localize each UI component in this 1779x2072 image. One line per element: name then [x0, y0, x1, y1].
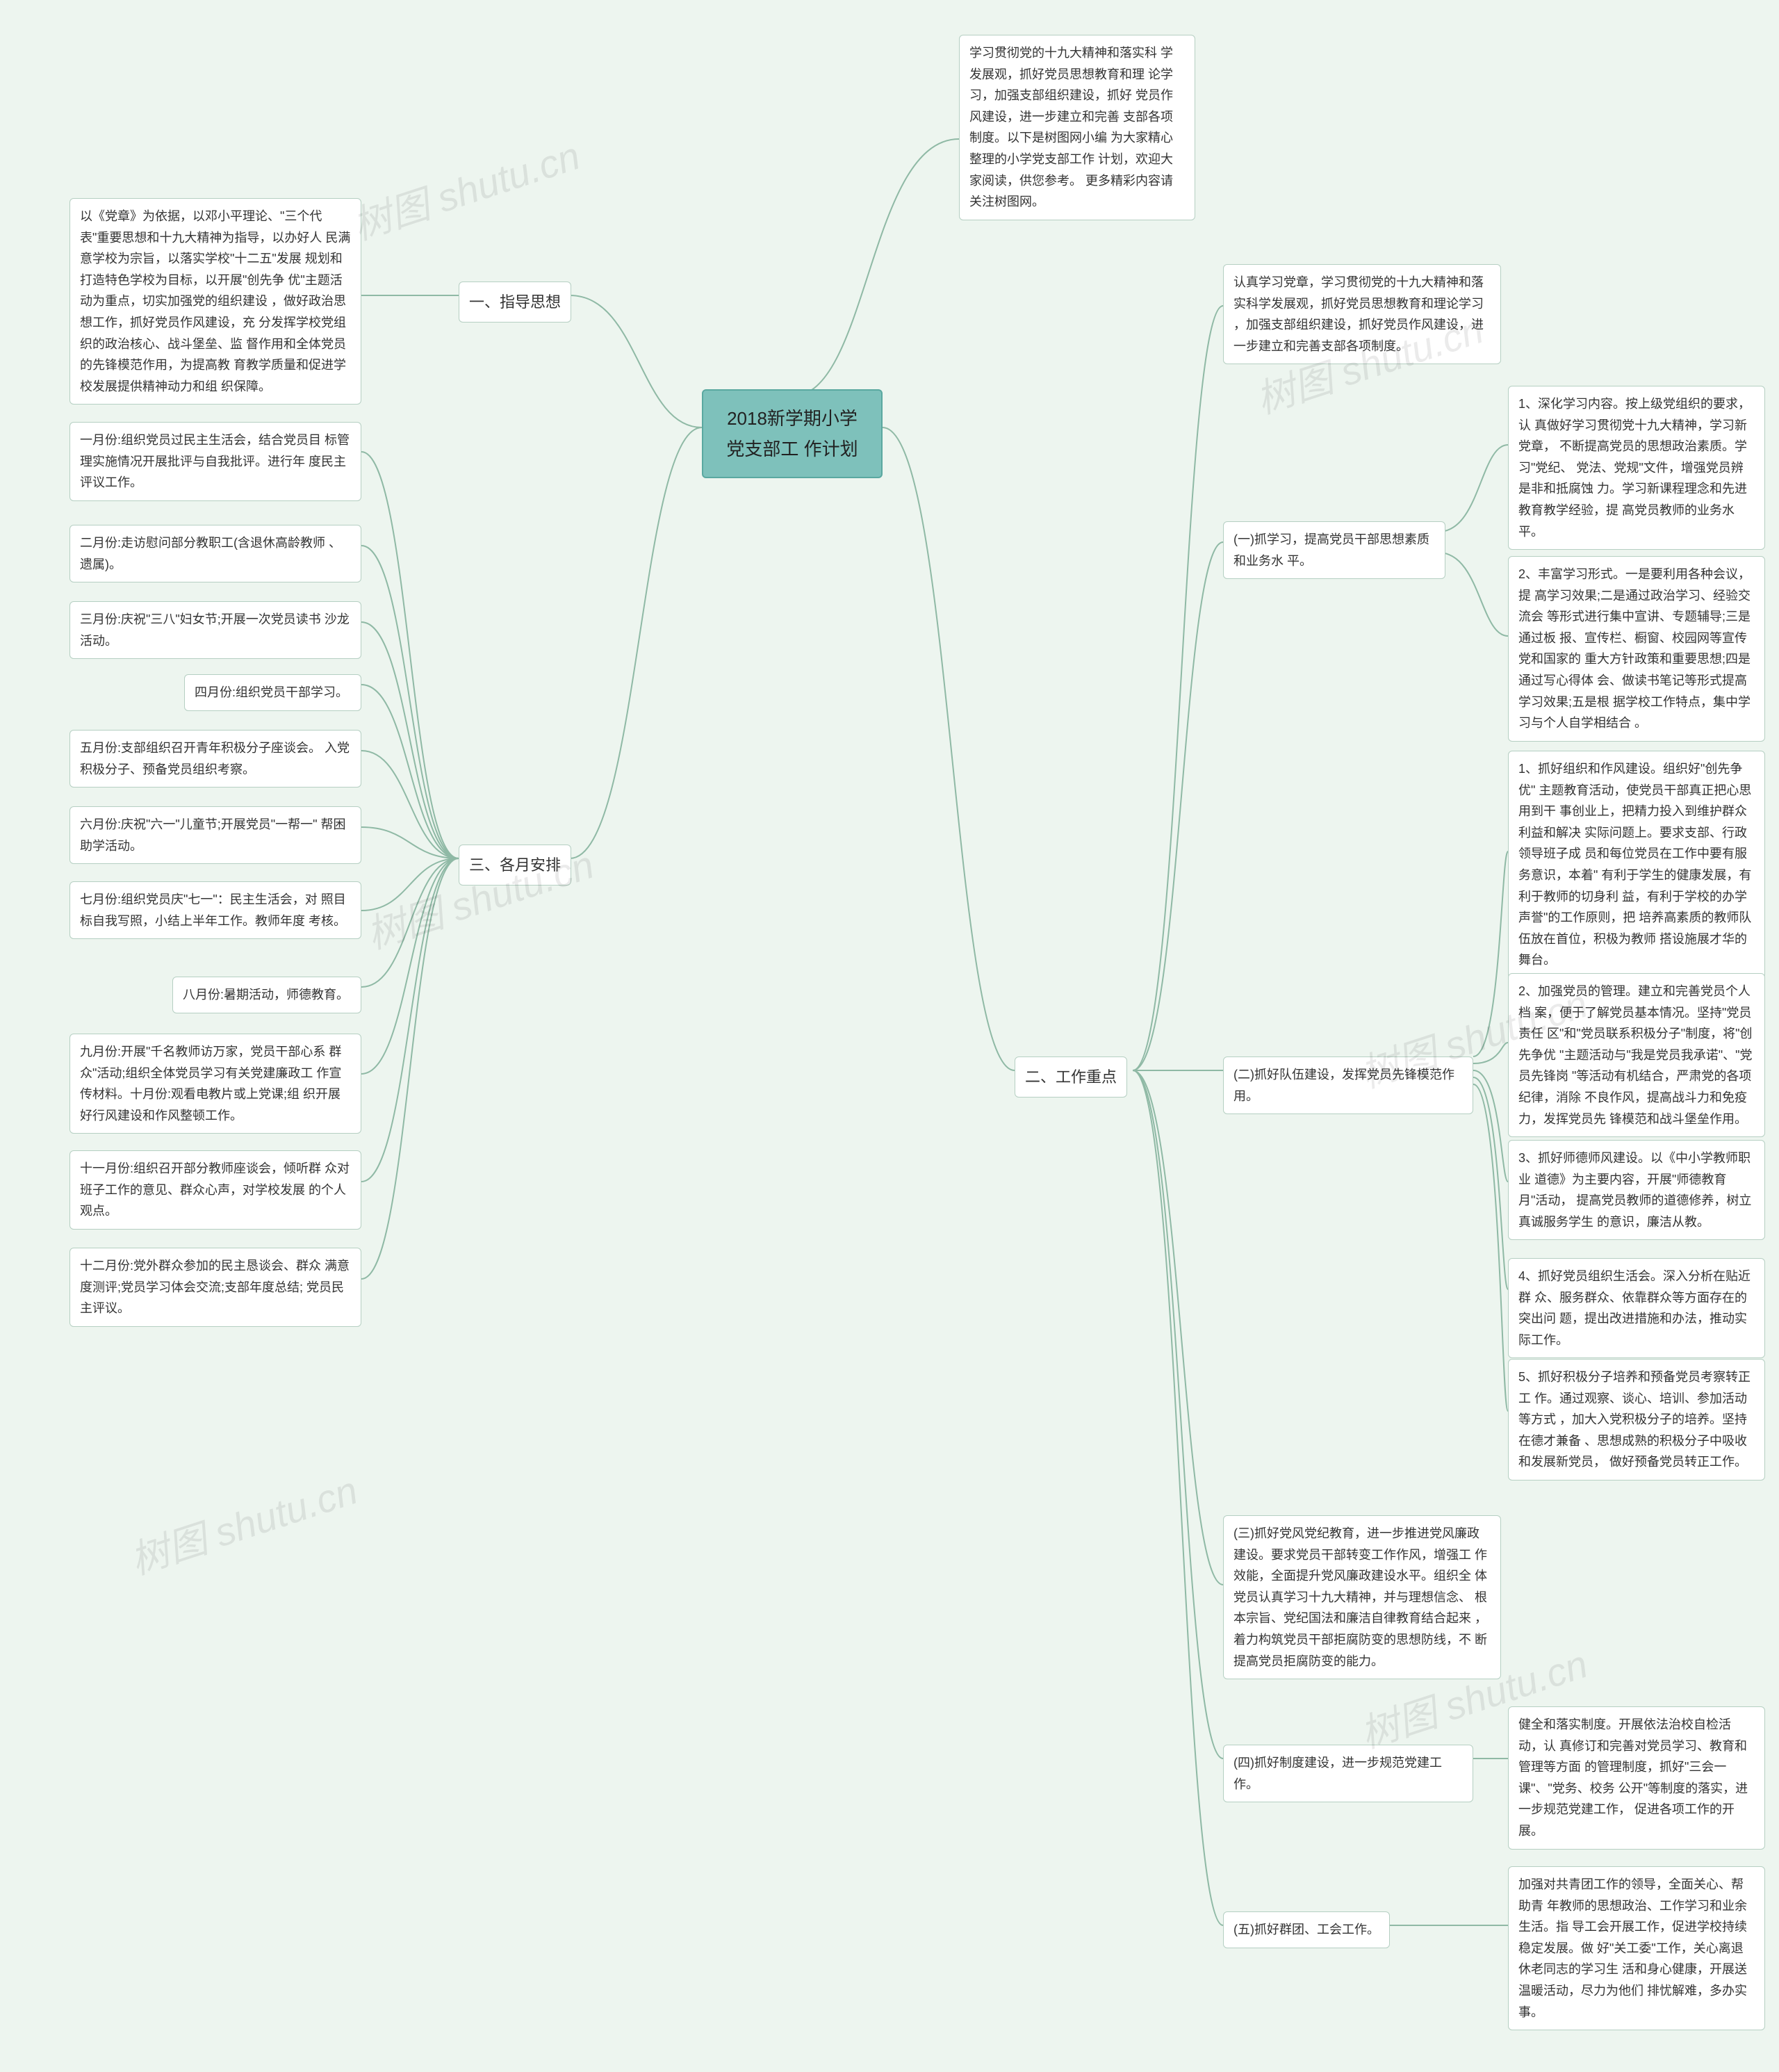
s2-item-2-head: (二)抓好队伍建设，发挥党员先锋模范作用。	[1223, 1057, 1473, 1114]
intro-text: 学习贯彻党的十九大精神和落实科 学发展观，抓好党员思想教育和理 论学习，加强支部…	[959, 35, 1195, 220]
month-11: 十一月份:组织召开部分教师座谈会，倾听群 众对班子工作的意见、群众心声，对学校发…	[69, 1150, 361, 1230]
month-6: 六月份:庆祝"六一"儿童节;开展党员"一帮一" 帮困助学活动。	[69, 806, 361, 864]
s2-item-1-sub-1: 1、深化学习内容。按上级党组织的要求，认 真做好学习贯彻党十九大精神，学习新党章…	[1508, 386, 1765, 550]
section-1-body: 以《党章》为依据，以邓小平理论、"三个代 表"重要思想和十九大精神为指导，以办好…	[69, 198, 361, 405]
month-9: 九月份:开展"千名教师访万家，党员干部心系 群众"活动;组织全体党员学习有关党建…	[69, 1034, 361, 1134]
month-1: 一月份:组织党员过民主生活会，结合党员目 标管理实施情况开展批评与自我批评。进行…	[69, 422, 361, 501]
s2-item-4-head: (四)抓好制度建设，进一步规范党建工作。	[1223, 1745, 1473, 1802]
month-12: 十二月份:党外群众参加的民主恳谈会、群众 满意度测评;党员学习体会交流;支部年度…	[69, 1248, 361, 1327]
s2-item-4-sub: 健全和落实制度。开展依法治校自检活动，认 真修订和完善对党员学习、教育和管理等方…	[1508, 1706, 1765, 1850]
month-2: 二月份:走访慰问部分教职工(含退休高龄教师 、遗属)。	[69, 525, 361, 582]
section-1-title: 一、指导思想	[459, 282, 571, 323]
s2-item-2-sub-1: 1、抓好组织和作风建设。组织好"创先争优" 主题教育活动，使党员干部真正把心思用…	[1508, 751, 1765, 979]
s2-item-5-head: (五)抓好群团、工会工作。	[1223, 1911, 1390, 1948]
watermark: 树图 shutu.cn	[122, 1460, 364, 1586]
s2-item-2-sub-4: 4、抓好党员组织生活会。深入分析在贴近群 众、服务群众、依靠群众等方面存在的突出…	[1508, 1258, 1765, 1358]
section-2-title: 二、工作重点	[1015, 1057, 1127, 1098]
center-title: 2018新学期小学党支部工 作计划	[702, 389, 883, 478]
section-2-intro: 认真学习党章，学习贯彻党的十九大精神和落 实科学发展观，抓好党员思想教育和理论学…	[1223, 264, 1501, 364]
month-8: 八月份:暑期活动，师德教育。	[172, 977, 361, 1013]
s2-item-2-sub-5: 5、抓好积极分子培养和预备党员考察转正工 作。通过观察、谈心、培训、参加活动等方…	[1508, 1359, 1765, 1480]
s2-item-5-sub: 加强对共青团工作的领导，全面关心、帮助青 年教师的思想政治、工作学习和业余生活。…	[1508, 1866, 1765, 2030]
month-7: 七月份:组织党员庆"七一"：民主生活会，对 照目标自我写照，小结上半年工作。教师…	[69, 881, 361, 939]
month-5: 五月份:支部组织召开青年积极分子座谈会。 入党积极分子、预备党员组织考察。	[69, 730, 361, 788]
s2-item-2-sub-2: 2、加强党员的管理。建立和完善党员个人档 案，便于了解党员基本情况。坚持"党员责…	[1508, 973, 1765, 1137]
watermark: 树图 shutu.cn	[345, 125, 587, 252]
s2-item-2-sub-3: 3、抓好师德师风建设。以《中小学教师职业 道德》为主要内容，开展"师德教育月"活…	[1508, 1140, 1765, 1240]
s2-item-1-head: (一)抓学习，提高党员干部思想素质和业务水 平。	[1223, 521, 1445, 579]
month-3: 三月份:庆祝"三八"妇女节;开展一次党员读书 沙龙活动。	[69, 601, 361, 659]
s2-item-3-head: (三)抓好党风党纪教育，进一步推进党风廉政 建设。要求党员干部转变工作作风，增强…	[1223, 1515, 1501, 1679]
month-4: 四月份:组织党员干部学习。	[184, 674, 361, 711]
s2-item-1-sub-2: 2、丰富学习形式。一是要利用各种会议，提 高学习效果;二是通过政治学习、经验交流…	[1508, 556, 1765, 742]
section-3-title: 三、各月安排	[459, 845, 571, 886]
